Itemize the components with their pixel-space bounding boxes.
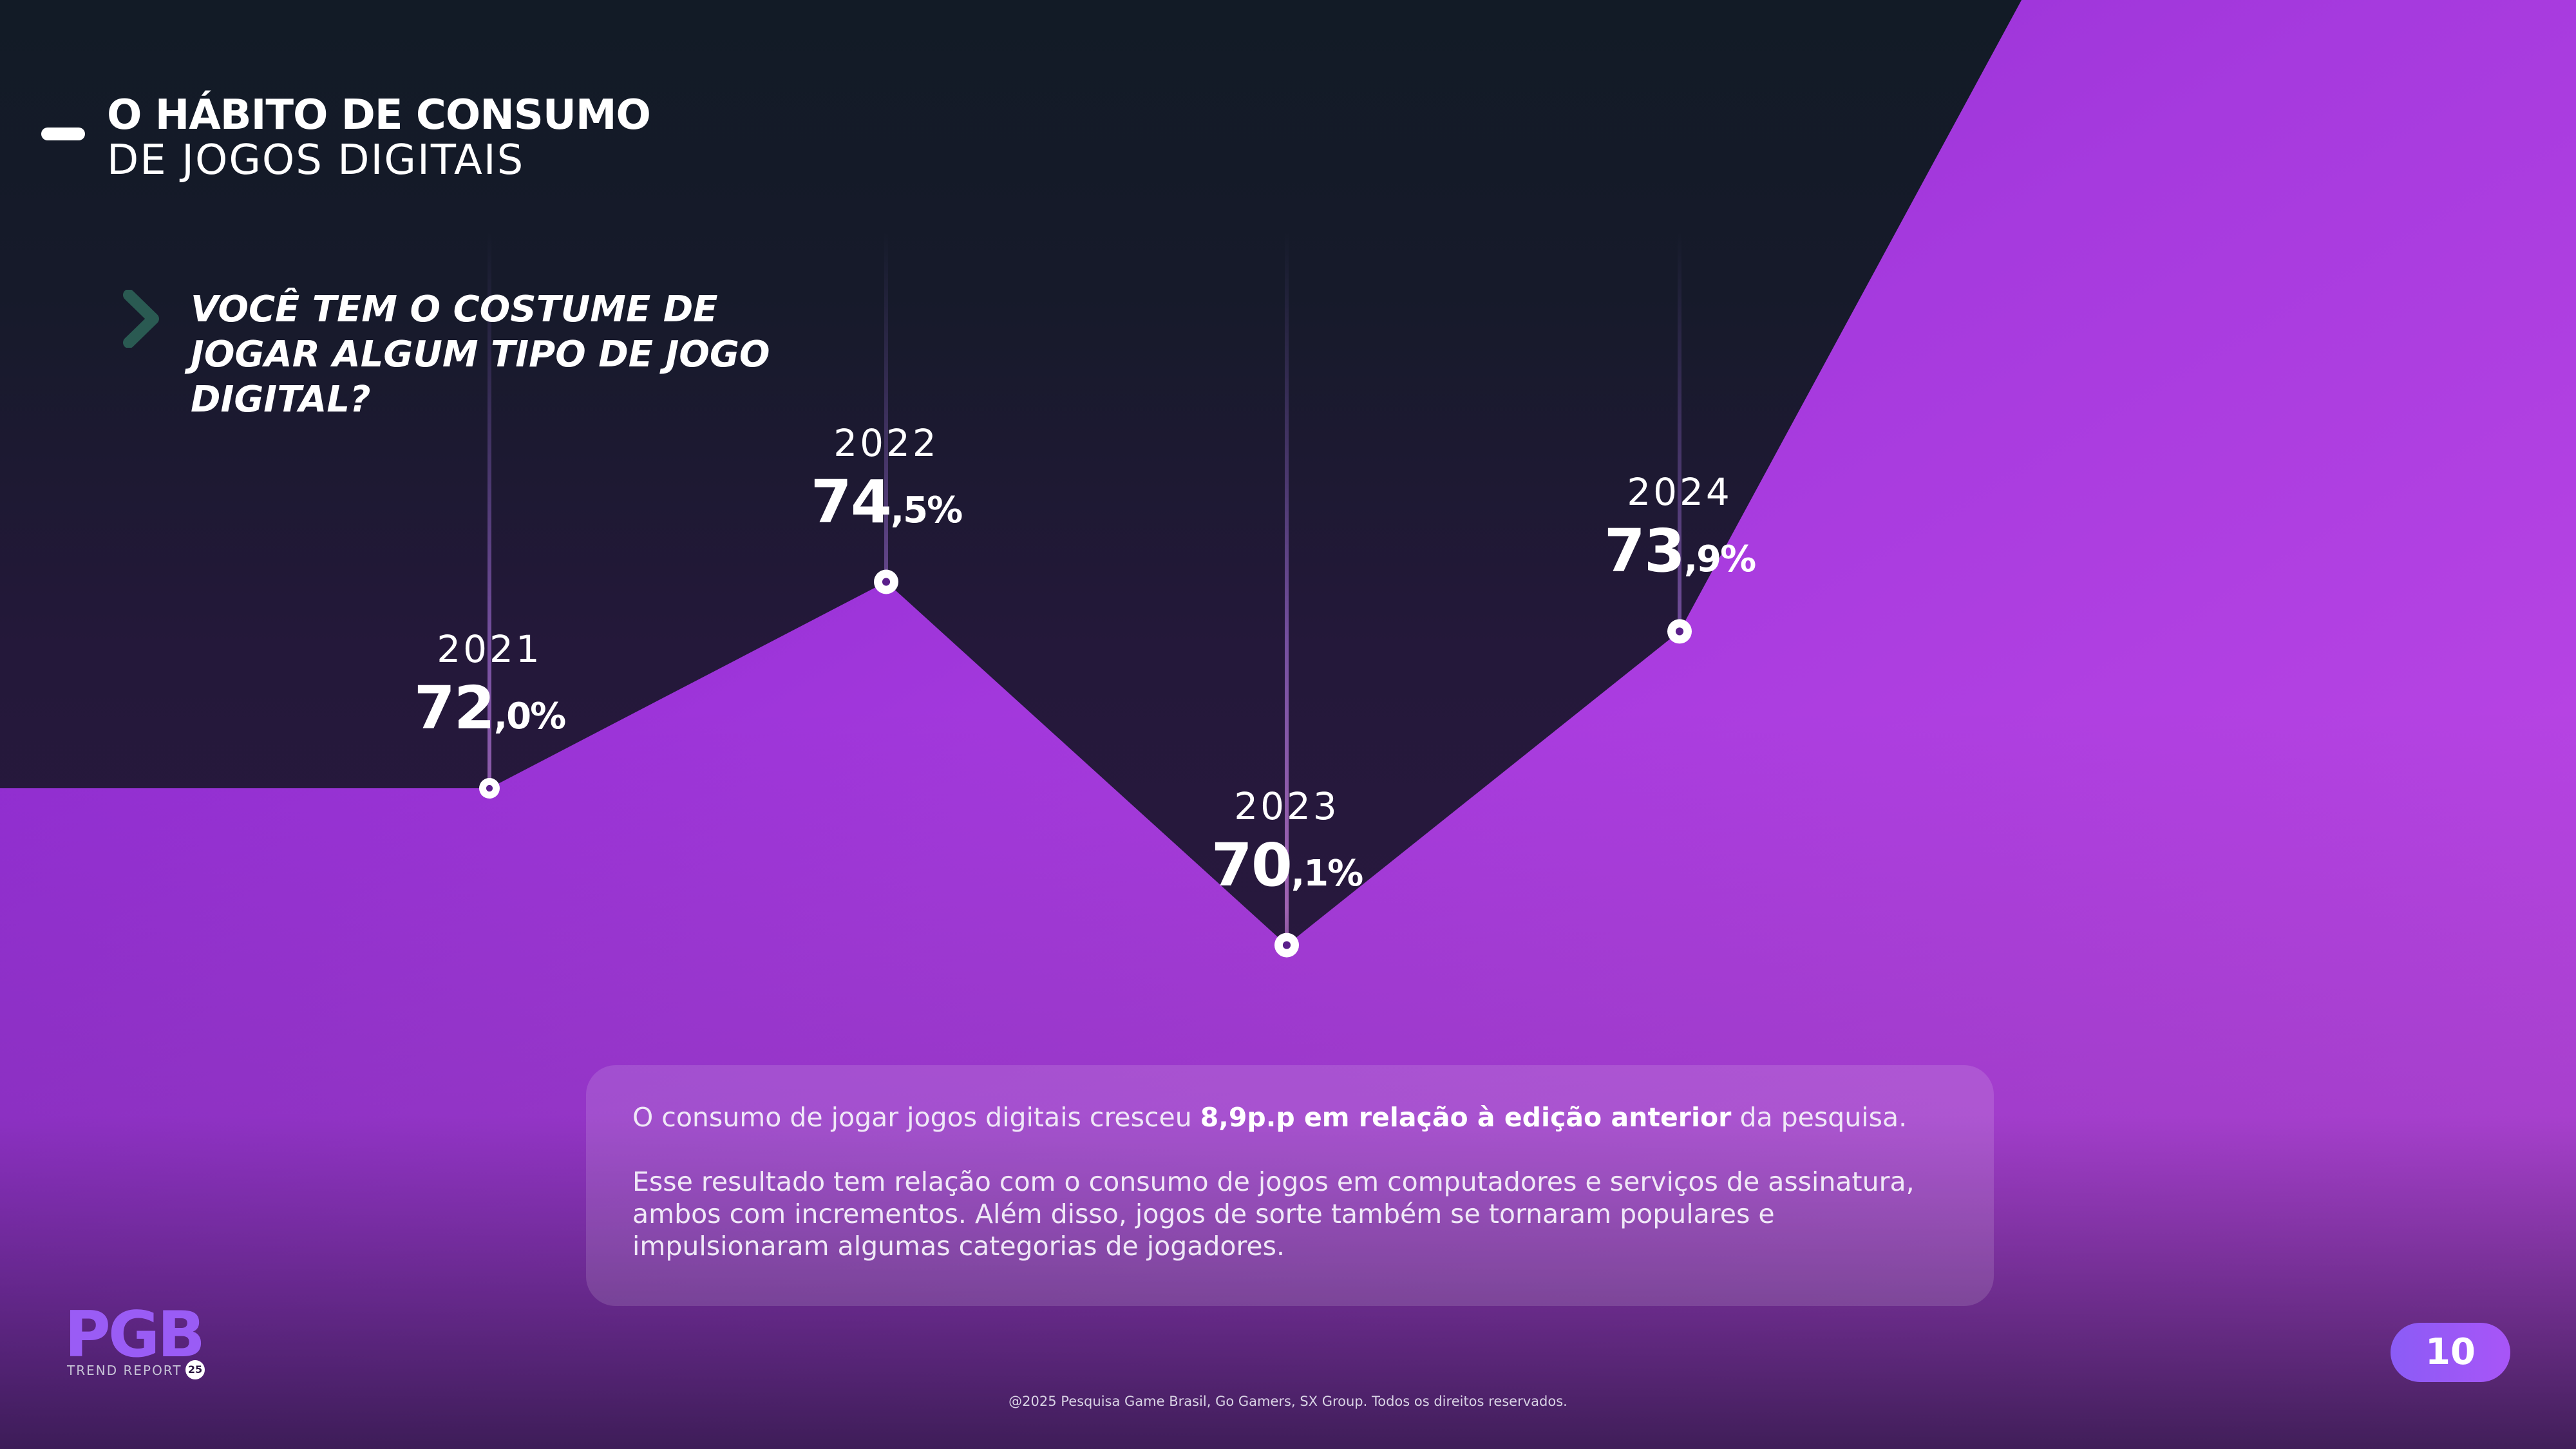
page-number-badge: 10	[2391, 1323, 2510, 1382]
value-label-2024: 73,9%	[1604, 516, 1756, 586]
area-fade	[0, 708, 2576, 1449]
insight-line1: O consumo de jogar jogos digitais cresce…	[632, 1102, 1908, 1133]
guide-line-2021	[488, 232, 491, 1133]
insight-box: O consumo de jogar jogos digitais cresce…	[586, 1065, 1994, 1306]
chevron-right-icon	[123, 290, 159, 348]
survey-question: VOCÊ TEM O COSTUME DE JOGAR ALGUM TIPO D…	[191, 289, 770, 421]
guide-line-2023	[1285, 232, 1289, 1133]
data-point-core-2023	[1282, 941, 1291, 949]
year-label-2024: 2024	[1627, 470, 1732, 515]
data-points	[479, 569, 1692, 958]
insight-paragraph: Esse resultado tem relação com o consumo…	[632, 1166, 1915, 1262]
title-dash	[41, 128, 85, 140]
page-subtitle: DE JOGOS DIGITAIS	[107, 137, 525, 184]
data-point-core-2022	[882, 578, 891, 586]
year-label-2021: 2021	[437, 627, 542, 671]
value-label-2022: 74,5%	[810, 467, 963, 536]
value-label-2021: 72,0%	[413, 674, 566, 743]
footer-copyright: @2025 Pesquisa Game Brasil, Go Gamers, S…	[1009, 1394, 1567, 1409]
data-point-core-2024	[1675, 627, 1684, 636]
year-label-2023: 2023	[1234, 784, 1340, 828]
year-label-2022: 2022	[833, 421, 939, 465]
pgb-logo: PGB TREND REPORT 25	[64, 1298, 219, 1382]
page-title: O HÁBITO DE CONSUMO	[107, 91, 651, 139]
value-label-2023: 70,1%	[1211, 830, 1363, 900]
data-point-core-2021	[486, 784, 493, 792]
